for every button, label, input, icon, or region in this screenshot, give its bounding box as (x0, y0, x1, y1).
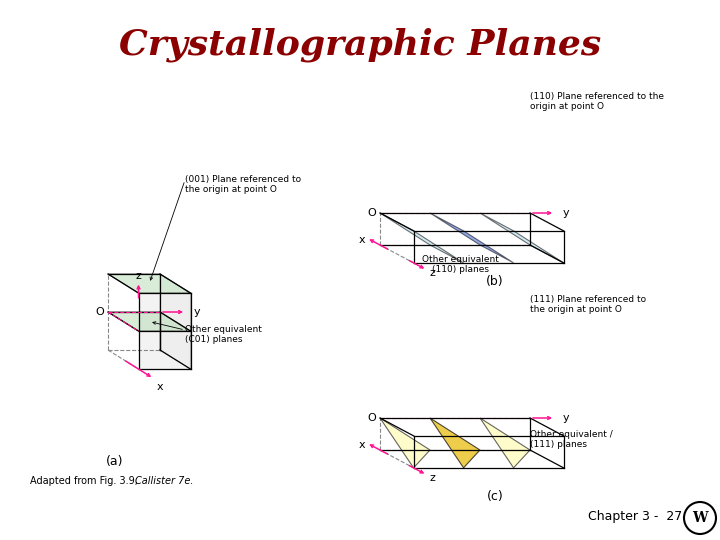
Text: (111) Plane referenced to: (111) Plane referenced to (530, 295, 646, 304)
Text: Crystallographic Planes: Crystallographic Planes (119, 28, 601, 63)
Polygon shape (160, 274, 191, 369)
Text: (111) planes: (111) planes (530, 440, 587, 449)
Text: y: y (562, 208, 569, 218)
Text: (a): (a) (107, 455, 124, 468)
Polygon shape (430, 213, 513, 263)
Text: the origin at point O: the origin at point O (185, 185, 277, 194)
Text: x: x (156, 382, 163, 393)
Text: (c): (c) (487, 490, 503, 503)
Polygon shape (108, 312, 191, 331)
Polygon shape (138, 293, 191, 369)
Text: (b): (b) (486, 275, 504, 288)
Text: x: x (359, 235, 365, 245)
Polygon shape (380, 213, 464, 263)
Text: Other equivalent: Other equivalent (422, 255, 498, 264)
Polygon shape (430, 418, 480, 468)
Text: Other equivalent: Other equivalent (185, 325, 262, 334)
Text: z: z (429, 268, 435, 278)
Polygon shape (108, 274, 191, 293)
Text: Callister 7e.: Callister 7e. (135, 476, 194, 486)
Text: (001) Plane referenced to: (001) Plane referenced to (185, 175, 301, 184)
Text: (110) planes: (110) planes (431, 265, 488, 274)
Text: Adapted from Fig. 3.9,: Adapted from Fig. 3.9, (30, 476, 141, 486)
Text: (110) Plane referenced to the: (110) Plane referenced to the (530, 92, 664, 101)
Text: y: y (194, 307, 200, 317)
Text: O: O (95, 307, 104, 317)
Text: W: W (692, 511, 708, 525)
Text: z: z (135, 271, 141, 281)
Text: O: O (367, 208, 376, 218)
Text: Other equivalent /: Other equivalent / (530, 430, 613, 439)
Text: y: y (562, 413, 569, 423)
Polygon shape (380, 418, 430, 468)
Text: O: O (367, 413, 376, 423)
Text: z: z (429, 472, 435, 483)
Text: (C01) planes: (C01) planes (185, 335, 243, 344)
Text: x: x (359, 440, 365, 450)
Text: the origin at point O: the origin at point O (530, 305, 622, 314)
Polygon shape (480, 213, 564, 263)
Polygon shape (480, 418, 530, 468)
Text: origin at point O: origin at point O (530, 102, 604, 111)
Text: Chapter 3 -  27: Chapter 3 - 27 (588, 510, 683, 523)
